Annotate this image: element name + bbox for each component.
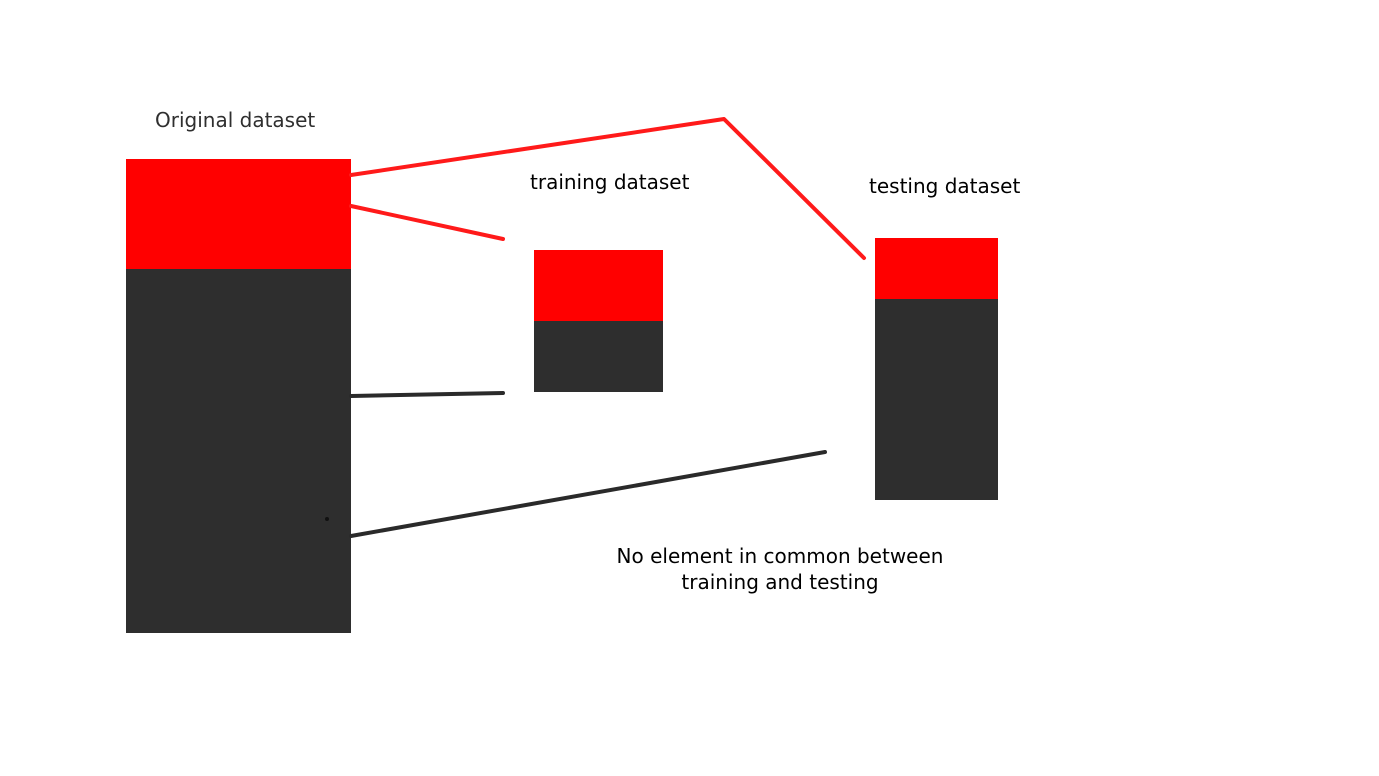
connector-dark-to-testing bbox=[349, 450, 827, 538]
original-dark-segment bbox=[126, 269, 351, 633]
training-dataset-block bbox=[534, 250, 663, 392]
original-red-segment bbox=[126, 159, 351, 269]
original-dataset-label: Original dataset bbox=[155, 108, 316, 132]
training-dark-segment bbox=[534, 321, 663, 392]
testing-red-segment bbox=[875, 238, 998, 299]
note-line-2: training and testing bbox=[681, 570, 879, 594]
connector-dark-to-training bbox=[349, 391, 505, 398]
original-dataset-block bbox=[126, 159, 351, 633]
training-red-segment bbox=[534, 250, 663, 321]
testing-dark-segment bbox=[875, 299, 998, 500]
testing-dataset-block bbox=[875, 238, 998, 500]
note-line-1: No element in common between bbox=[616, 544, 944, 568]
no-overlap-note: No element in common between training an… bbox=[560, 543, 1000, 595]
connector-red-to-testing bbox=[349, 117, 866, 260]
testing-dataset-label: testing dataset bbox=[869, 174, 1021, 198]
dot-mark bbox=[325, 517, 329, 521]
connector-red-to-training bbox=[349, 204, 505, 241]
training-dataset-label: training dataset bbox=[530, 170, 690, 194]
